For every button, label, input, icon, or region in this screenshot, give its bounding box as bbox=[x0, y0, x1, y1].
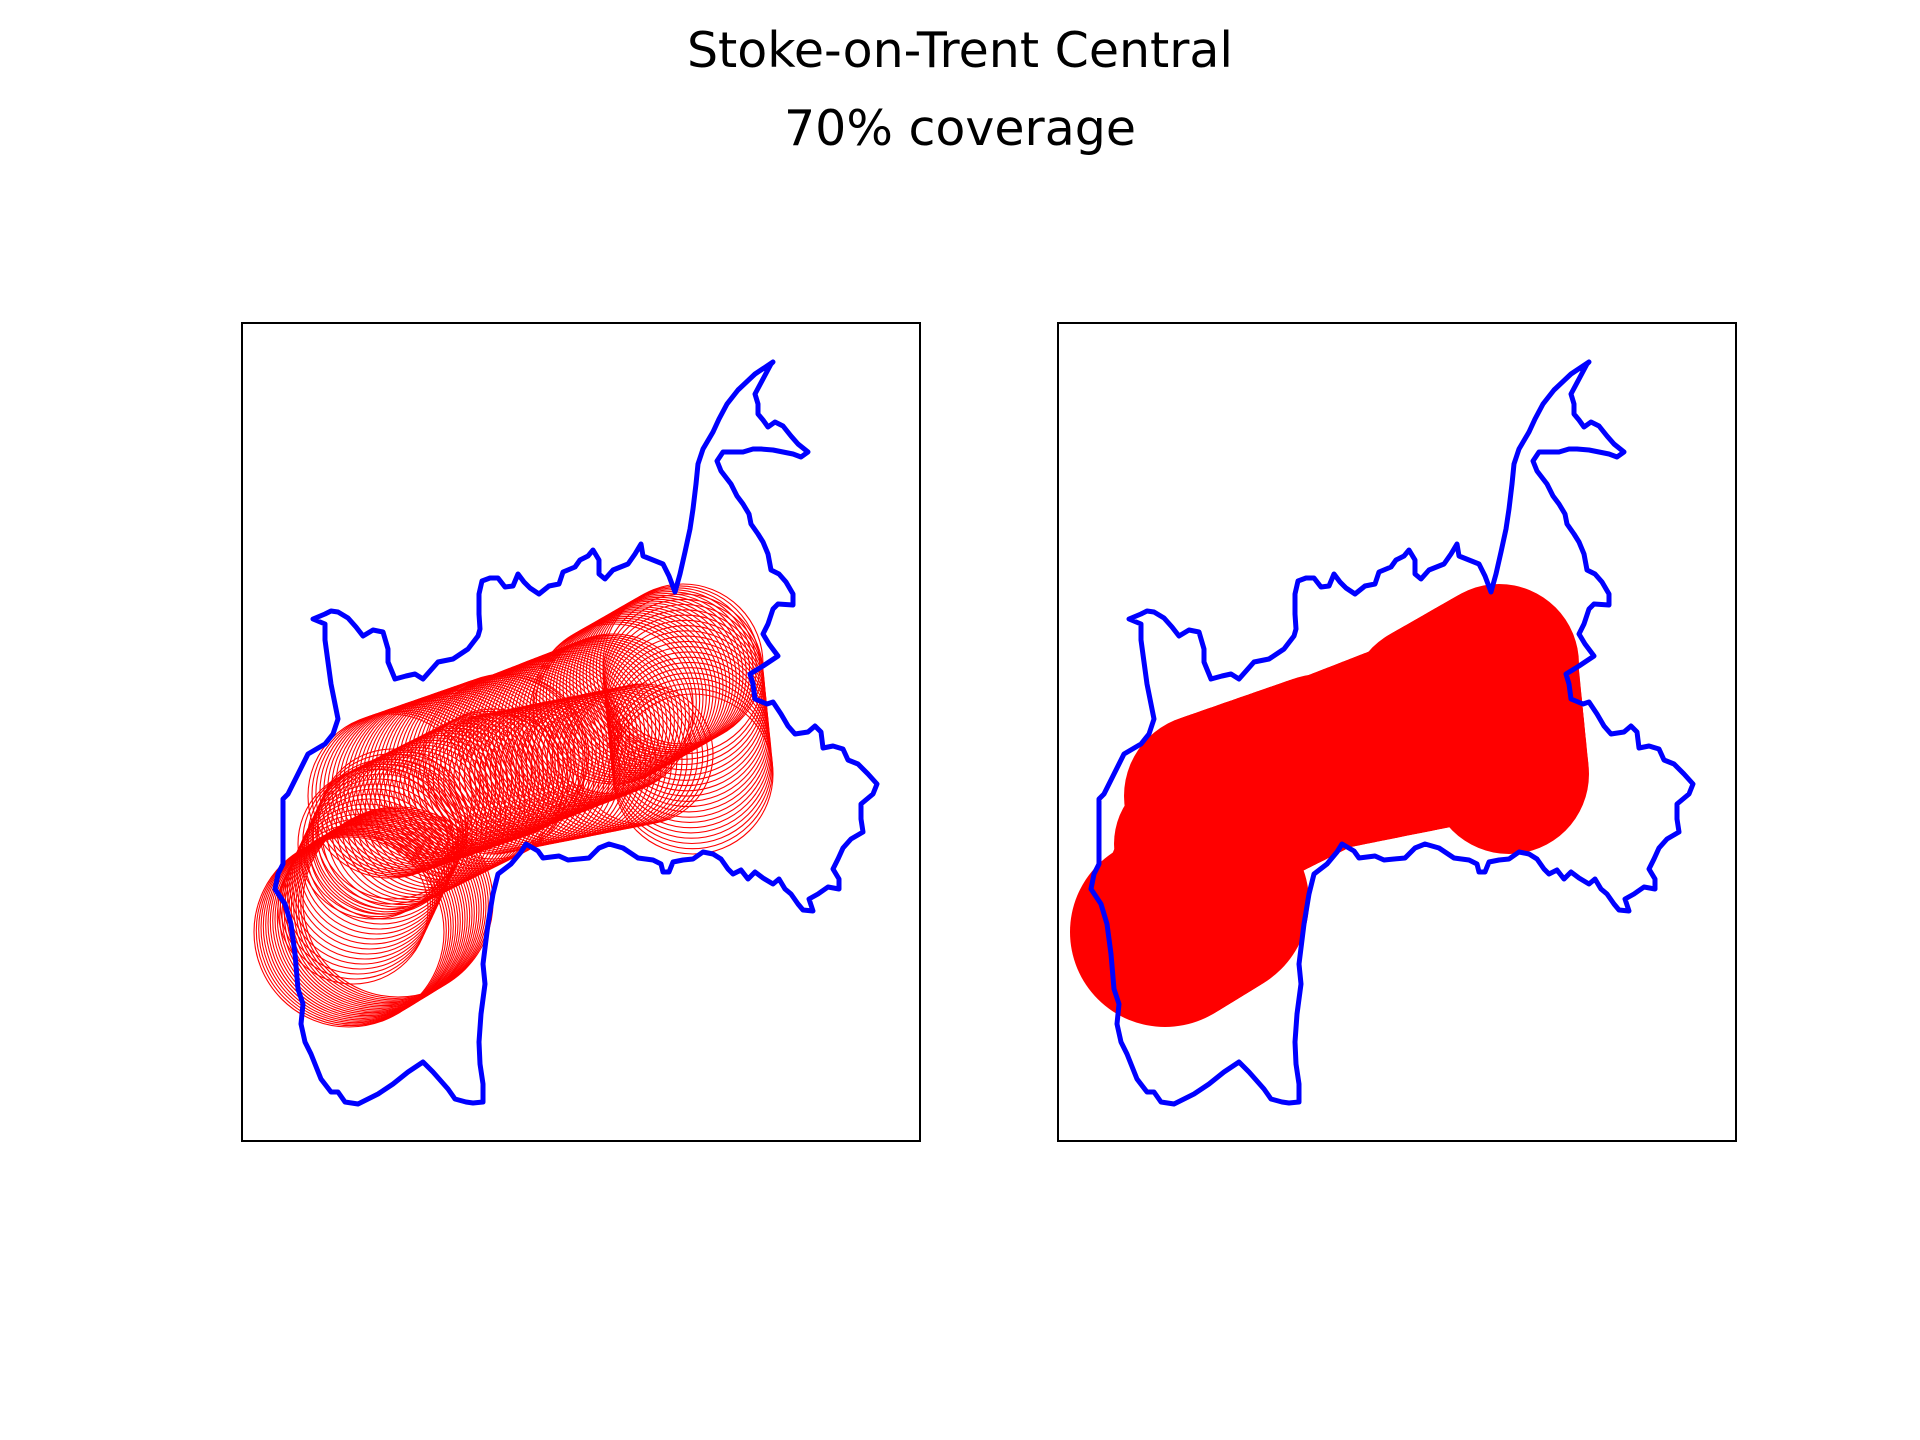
coverage-circle-outline bbox=[582, 594, 744, 756]
coverage-circle-outline bbox=[572, 683, 714, 825]
coverage-circle-outline bbox=[291, 803, 443, 955]
coverage-circle-outline bbox=[532, 623, 694, 785]
coverage-circle-outline bbox=[265, 829, 457, 1021]
coverage-circle-outline bbox=[272, 825, 464, 1017]
coverage-circle-outline bbox=[312, 758, 464, 910]
coverage-circle-outline bbox=[296, 793, 448, 945]
coverage-circle-outline bbox=[461, 660, 623, 823]
coverage-circle-outline bbox=[305, 773, 457, 925]
coverage-circle-outline bbox=[562, 685, 704, 827]
coverage-outline-panel bbox=[241, 322, 921, 1142]
coverage-circle-outline bbox=[284, 818, 436, 970]
figure-title: Stoke-on-Trent Central bbox=[686, 22, 1234, 79]
coverage-fill-group bbox=[1070, 584, 1589, 1027]
coverage-circle-outline bbox=[310, 763, 462, 915]
coverage-circle-outline bbox=[289, 808, 441, 960]
coverage-circle-outline bbox=[321, 756, 473, 908]
coverage-circle-outline bbox=[281, 819, 473, 1011]
coverage-circle-outline bbox=[255, 835, 447, 1027]
coverage-circle-outline bbox=[562, 606, 724, 768]
coverage-circle-outline bbox=[279, 820, 471, 1012]
coverage-circle-outline bbox=[572, 600, 734, 762]
coverage-circle-outline bbox=[277, 833, 429, 985]
coverage-circle-outline bbox=[279, 828, 431, 980]
coverage-circle-outline bbox=[308, 768, 460, 920]
coverage-circle-outline bbox=[315, 753, 467, 905]
coverage-circle-outline bbox=[274, 823, 466, 1015]
coverage-circle-outline bbox=[298, 788, 450, 940]
coverage-circle-outline bbox=[556, 686, 699, 828]
coverage-circle-outline bbox=[585, 592, 747, 755]
coverage-circle-outline bbox=[555, 610, 717, 772]
constituency-boundary bbox=[272, 359, 880, 1107]
coverage-circle-outline bbox=[311, 761, 463, 913]
coverage-circle-outline bbox=[300, 783, 453, 935]
coverage-circle-outline bbox=[260, 832, 452, 1024]
coverage-circle-outline bbox=[551, 687, 693, 829]
circle-outline-group bbox=[253, 583, 774, 1028]
coverage-circle-outline bbox=[286, 813, 438, 965]
coverage-circle-outline bbox=[335, 749, 487, 901]
figure-subtitle: 70% coverage bbox=[784, 100, 1136, 157]
coverage-circle-outline bbox=[552, 612, 714, 774]
constituency-boundary bbox=[1088, 359, 1696, 1107]
coverage-circle-outline bbox=[517, 639, 679, 801]
coverage-circle-outline bbox=[567, 684, 709, 826]
coverage-circle-outline bbox=[293, 798, 446, 950]
coverage-circle-outline bbox=[407, 713, 559, 865]
coverage-union-panel bbox=[1057, 322, 1737, 1142]
coverage-circle-outline bbox=[262, 830, 454, 1022]
coverage-circle-outline bbox=[340, 746, 492, 898]
coverage-circle-outline bbox=[484, 652, 646, 814]
coverage-circle-outline bbox=[612, 693, 774, 855]
coverage-fill-disc bbox=[1389, 684, 1529, 824]
coverage-circle-outline bbox=[253, 836, 445, 1028]
coverage-circle-outline bbox=[267, 827, 459, 1019]
coverage-circle-outline bbox=[317, 748, 469, 900]
coverage-outline-plot bbox=[253, 359, 880, 1107]
coverage-fill-disc bbox=[1134, 749, 1284, 899]
coverage-circle-outline bbox=[532, 633, 694, 795]
coverage-circle-outline bbox=[303, 778, 455, 930]
coverage-circle-outline bbox=[295, 810, 487, 1002]
coverage-union-plot bbox=[1070, 359, 1696, 1107]
